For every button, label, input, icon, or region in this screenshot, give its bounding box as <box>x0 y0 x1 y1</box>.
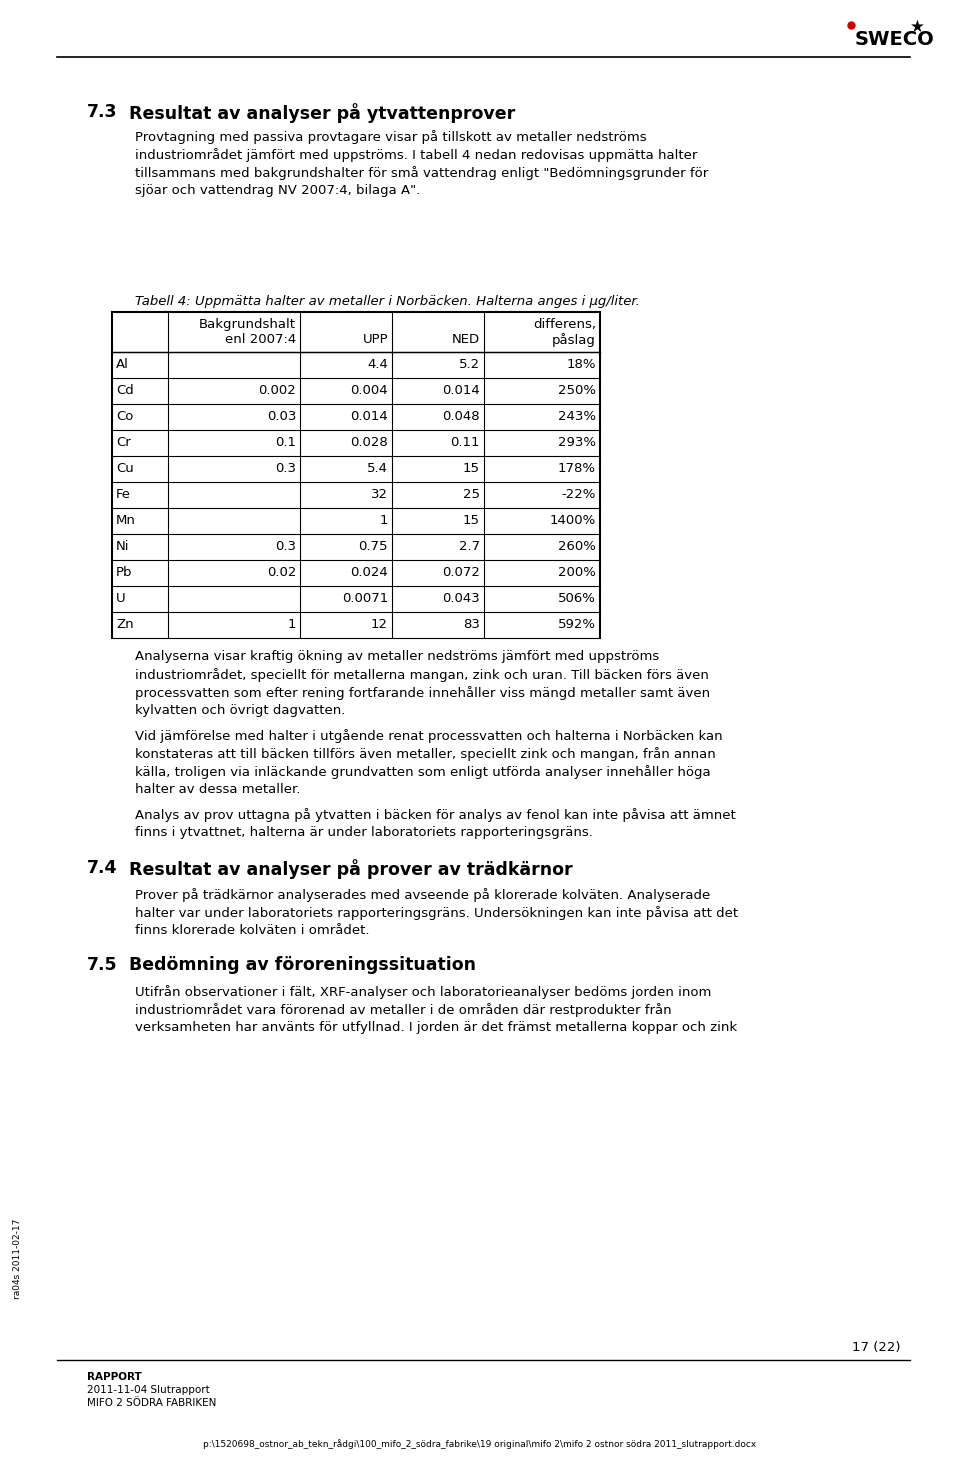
Text: enl 2007:4: enl 2007:4 <box>225 333 296 346</box>
Text: tillsammans med bakgrundshalter för små vattendrag enligt "Bedömningsgrunder för: tillsammans med bakgrundshalter för små … <box>135 166 708 179</box>
Text: 12: 12 <box>371 619 388 632</box>
Text: Cr: Cr <box>116 436 131 449</box>
Text: 18%: 18% <box>566 359 596 372</box>
Text: sjöar och vattendrag NV 2007:4, bilaga A".: sjöar och vattendrag NV 2007:4, bilaga A… <box>135 184 420 197</box>
Text: källa, troligen via inläckande grundvatten som enligt utförda analyser innehålle: källa, troligen via inläckande grundvatt… <box>135 765 710 779</box>
Text: finns klorerade kolväten i området.: finns klorerade kolväten i området. <box>135 924 370 937</box>
Text: 0.1: 0.1 <box>275 436 296 449</box>
Text: industriområdet vara förorenad av metaller i de områden där restprodukter från: industriområdet vara förorenad av metall… <box>135 1002 672 1017</box>
Text: differens,: differens, <box>533 318 596 331</box>
Text: 7.3: 7.3 <box>87 104 117 121</box>
Text: Provtagning med passiva provtagare visar på tillskott av metaller nedströms: Provtagning med passiva provtagare visar… <box>135 130 647 144</box>
Text: 0.028: 0.028 <box>350 436 388 449</box>
Text: kylvatten och övrigt dagvatten.: kylvatten och övrigt dagvatten. <box>135 705 346 716</box>
Text: Al: Al <box>116 359 129 372</box>
Text: Analys av prov uttagna på ytvatten i bäcken för analys av fenol kan inte påvisa : Analys av prov uttagna på ytvatten i bäc… <box>135 808 735 823</box>
Text: 7.4: 7.4 <box>87 859 117 877</box>
Text: finns i ytvattnet, halterna är under laboratoriets rapporteringsgräns.: finns i ytvattnet, halterna är under lab… <box>135 826 593 839</box>
Text: Cd: Cd <box>116 385 133 397</box>
Text: Tabell 4: Uppmätta halter av metaller i Norbäcken. Halterna anges i µg/liter.: Tabell 4: Uppmätta halter av metaller i … <box>135 295 640 308</box>
Text: 0.3: 0.3 <box>275 463 296 476</box>
Text: -22%: -22% <box>562 489 596 502</box>
Text: 1: 1 <box>379 515 388 528</box>
Text: Cu: Cu <box>116 463 133 476</box>
Text: verksamheten har använts för utfyllnad. I jorden är det främst metallerna koppar: verksamheten har använts för utfyllnad. … <box>135 1021 737 1034</box>
Text: 0.0071: 0.0071 <box>342 592 388 605</box>
Text: UPP: UPP <box>362 333 388 346</box>
Text: U: U <box>116 592 126 605</box>
Text: 0.11: 0.11 <box>450 436 480 449</box>
Text: 0.014: 0.014 <box>443 385 480 397</box>
Text: 1400%: 1400% <box>550 515 596 528</box>
Text: 83: 83 <box>463 619 480 632</box>
Text: SWECO: SWECO <box>855 31 935 50</box>
Text: industriområdet jämfört med uppströms. I tabell 4 nedan redovisas uppmätta halte: industriområdet jämfört med uppströms. I… <box>135 147 697 162</box>
Text: Utifrån observationer i fält, XRF-analyser och laboratorieanalyser bedöms jorden: Utifrån observationer i fält, XRF-analys… <box>135 985 711 999</box>
Text: halter av dessa metaller.: halter av dessa metaller. <box>135 783 300 797</box>
Text: NED: NED <box>452 333 480 346</box>
Text: 0.048: 0.048 <box>443 410 480 423</box>
Text: ra04s 2011-02-17: ra04s 2011-02-17 <box>13 1218 22 1299</box>
Text: Mn: Mn <box>116 515 136 528</box>
Text: 0.3: 0.3 <box>275 540 296 553</box>
Text: Bakgrundshalt: Bakgrundshalt <box>199 318 296 331</box>
Text: 0.043: 0.043 <box>443 592 480 605</box>
Text: 2.7: 2.7 <box>459 540 480 553</box>
Text: Co: Co <box>116 410 133 423</box>
Text: 250%: 250% <box>558 385 596 397</box>
Text: ★: ★ <box>909 18 924 36</box>
Text: Resultat av analyser på prover av trädkärnor: Resultat av analyser på prover av trädkä… <box>129 859 572 878</box>
Text: 5.4: 5.4 <box>367 463 388 476</box>
Text: 0.004: 0.004 <box>350 385 388 397</box>
Text: 2011-11-04 Slutrapport: 2011-11-04 Slutrapport <box>87 1385 209 1395</box>
Text: Pb: Pb <box>116 566 132 579</box>
Text: 5.2: 5.2 <box>459 359 480 372</box>
Text: MIFO 2 SÖDRA FABRIKEN: MIFO 2 SÖDRA FABRIKEN <box>87 1398 216 1408</box>
Text: Fe: Fe <box>116 489 131 502</box>
Text: 17 (22): 17 (22) <box>852 1341 900 1354</box>
Text: 15: 15 <box>463 463 480 476</box>
Text: 0.024: 0.024 <box>350 566 388 579</box>
Text: 15: 15 <box>463 515 480 528</box>
Text: 243%: 243% <box>558 410 596 423</box>
Text: Bedömning av föroreningssituation: Bedömning av föroreningssituation <box>129 956 476 975</box>
Text: processvatten som efter rening fortfarande innehåller viss mängd metaller samt ä: processvatten som efter rening fortfaran… <box>135 686 710 700</box>
Text: 200%: 200% <box>558 566 596 579</box>
Text: 7.5: 7.5 <box>87 956 118 975</box>
Text: p:\1520698_ostnor_ab_tekn_rådgi\100_mifo_2_södra_fabrike\19 original\mifo 2\mifo: p:\1520698_ostnor_ab_tekn_rådgi\100_mifo… <box>204 1439 756 1449</box>
Text: Ni: Ni <box>116 540 130 553</box>
Text: 4.4: 4.4 <box>367 359 388 372</box>
Text: Zn: Zn <box>116 619 133 632</box>
Text: 0.072: 0.072 <box>443 566 480 579</box>
Text: konstateras att till bäcken tillförs även metaller, speciellt zink och mangan, f: konstateras att till bäcken tillförs äve… <box>135 747 716 762</box>
Text: RAPPORT: RAPPORT <box>87 1371 142 1382</box>
Text: 506%: 506% <box>558 592 596 605</box>
Text: 1: 1 <box>287 619 296 632</box>
Text: 0.014: 0.014 <box>350 410 388 423</box>
Text: 178%: 178% <box>558 463 596 476</box>
Text: 0.75: 0.75 <box>358 540 388 553</box>
Text: Analyserna visar kraftig ökning av metaller nedströms jämfört med uppströms: Analyserna visar kraftig ökning av metal… <box>135 651 660 662</box>
Text: påslag: påslag <box>552 333 596 347</box>
Text: 293%: 293% <box>558 436 596 449</box>
Text: Resultat av analyser på ytvattenprover: Resultat av analyser på ytvattenprover <box>129 104 516 123</box>
Text: 0.002: 0.002 <box>258 385 296 397</box>
Text: 32: 32 <box>371 489 388 502</box>
Text: halter var under laboratoriets rapporteringsgräns. Undersökningen kan inte påvis: halter var under laboratoriets rapporter… <box>135 906 738 919</box>
Text: 260%: 260% <box>558 540 596 553</box>
Text: Vid jämförelse med halter i utgående renat processvatten och halterna i Norbäcke: Vid jämförelse med halter i utgående ren… <box>135 730 723 743</box>
Text: 592%: 592% <box>558 619 596 632</box>
Text: Prover på trädkärnor analyserades med avseende på klorerade kolväten. Analyserad: Prover på trädkärnor analyserades med av… <box>135 887 710 902</box>
Text: 25: 25 <box>463 489 480 502</box>
Text: industriområdet, speciellt för metallerna mangan, zink och uran. Till bäcken för: industriområdet, speciellt för metallern… <box>135 668 708 681</box>
Text: 0.02: 0.02 <box>267 566 296 579</box>
Text: 0.03: 0.03 <box>267 410 296 423</box>
